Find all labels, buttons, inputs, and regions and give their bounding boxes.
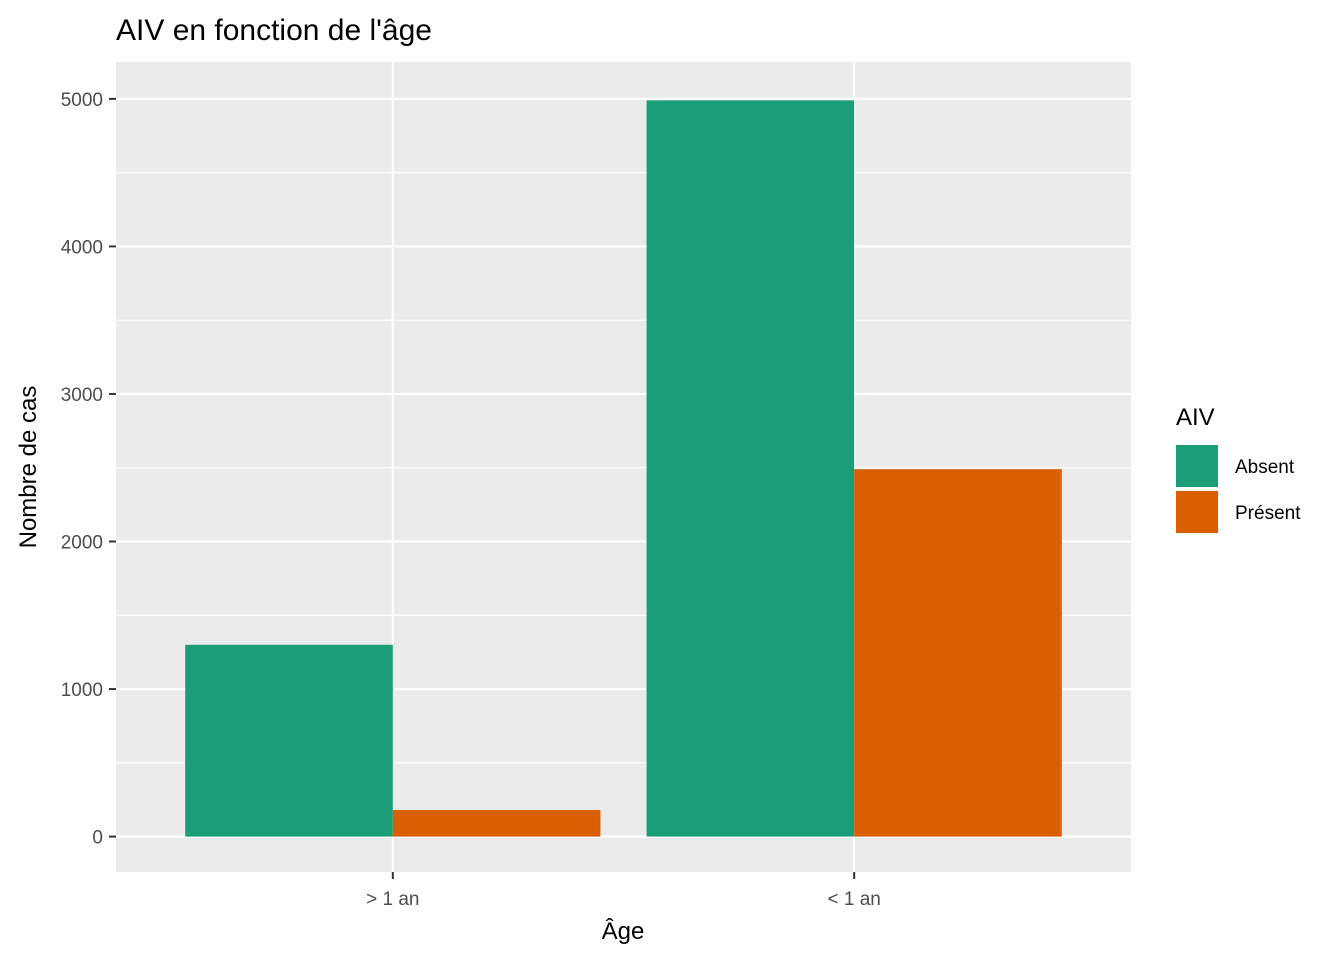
bars	[185, 100, 1062, 837]
y-tick-label: 0	[92, 828, 103, 849]
x-tick-label: < 1 an	[828, 889, 881, 910]
bar-présent-1	[392, 810, 601, 837]
legend-label: Présent	[1235, 503, 1301, 524]
x-axis-title: Âge	[602, 918, 645, 945]
legend-key-présent	[1176, 491, 1218, 533]
y-tick-label: 1000	[61, 680, 103, 701]
y-tick-label: 4000	[61, 237, 103, 258]
y-tick-label: 5000	[61, 90, 103, 111]
legend-key-absent	[1176, 445, 1218, 487]
y-tick-label: 2000	[61, 533, 103, 554]
y-tick-label: 3000	[61, 385, 103, 406]
bar-présent-2	[854, 469, 1062, 837]
legend: AIV Absent Présent	[1176, 404, 1301, 533]
legend-title: AIV	[1176, 404, 1215, 431]
bar-absent-2	[646, 100, 855, 837]
x-axis: > 1 an < 1 an	[366, 872, 881, 910]
x-tick-label: > 1 an	[366, 889, 419, 910]
legend-label: Absent	[1235, 457, 1295, 478]
bar-absent-1	[185, 644, 393, 837]
y-axis: 0 1000 2000 3000 4000 5000	[61, 90, 116, 849]
y-axis-title: Nombre de cas	[15, 386, 42, 549]
chart-title: AIV en fonction de l'âge	[116, 14, 432, 47]
